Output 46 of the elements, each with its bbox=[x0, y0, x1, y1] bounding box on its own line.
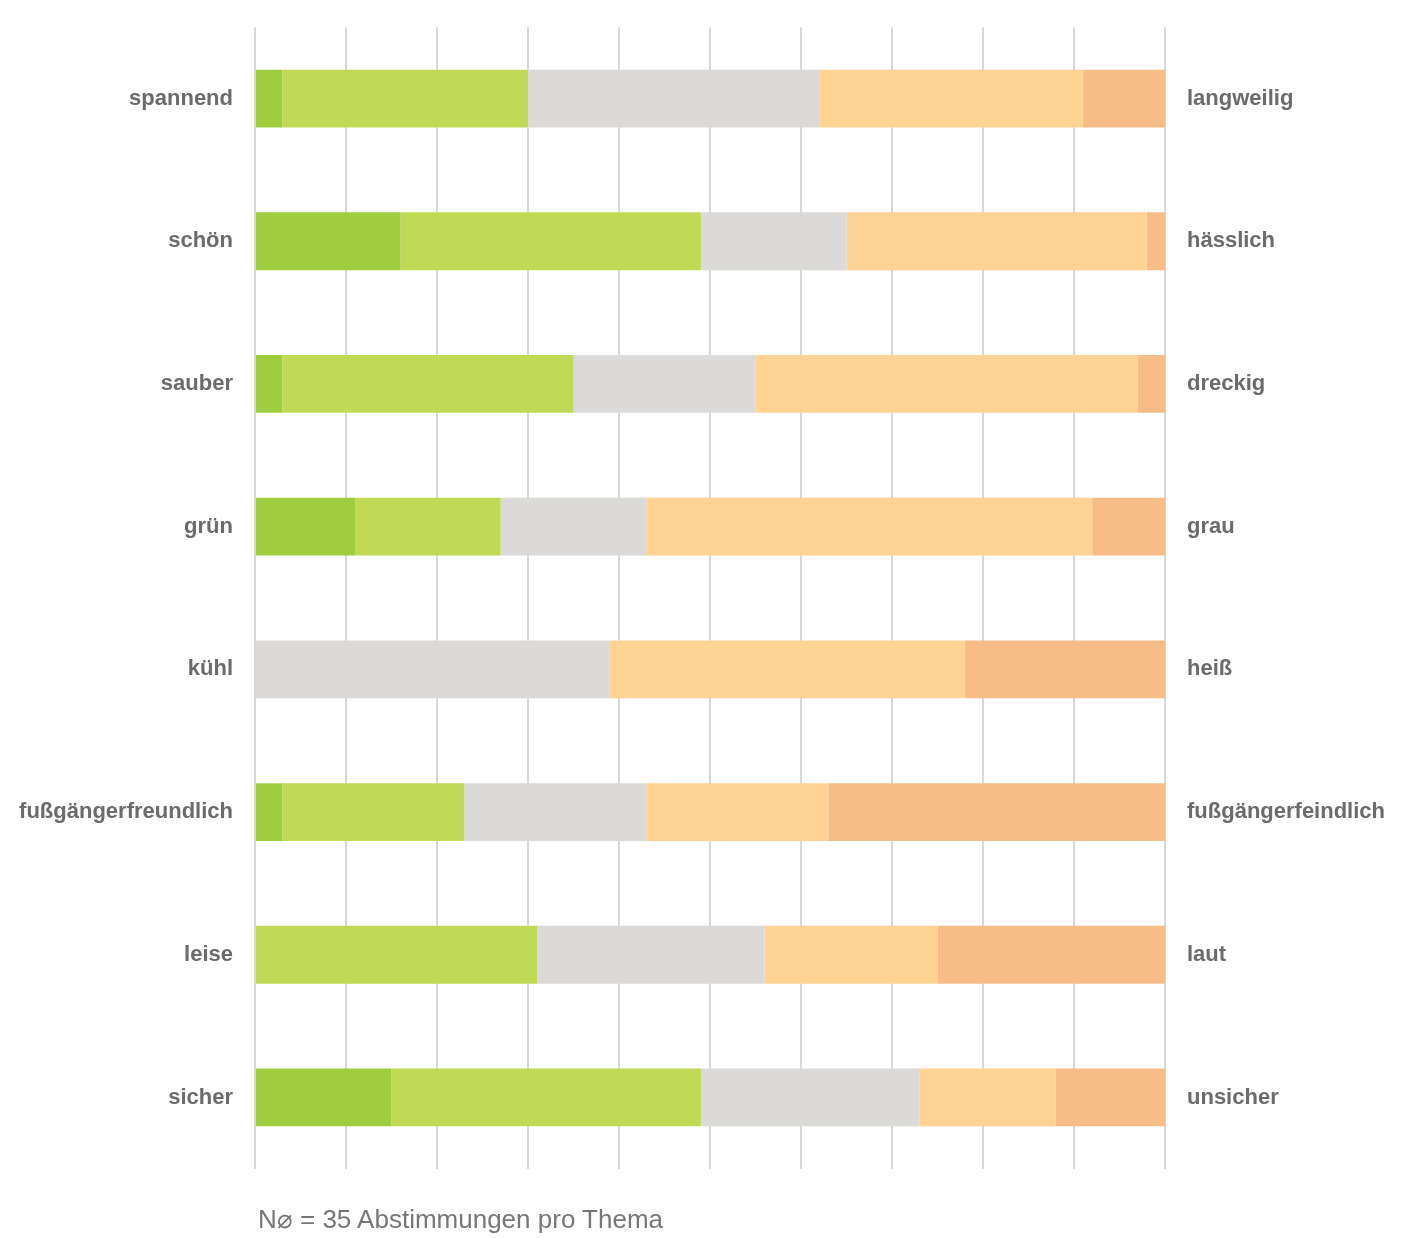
bar bbox=[1137, 355, 1165, 413]
bar bbox=[819, 69, 1084, 128]
bar bbox=[282, 355, 574, 413]
y2-tick-label: laut bbox=[1187, 940, 1227, 966]
bar bbox=[1146, 212, 1165, 271]
y-tick-label: sauber bbox=[160, 370, 234, 396]
y2-tick-label: fußgängerfeindlich bbox=[1187, 798, 1385, 824]
y2-tick-label: unsicher bbox=[1187, 1083, 1280, 1109]
y2-tick-label: grau bbox=[1187, 512, 1235, 538]
bar bbox=[256, 355, 283, 413]
bar bbox=[391, 1068, 701, 1127]
bar bbox=[400, 212, 701, 271]
bar bbox=[1092, 497, 1165, 556]
bar bbox=[256, 1068, 392, 1127]
y-tick-label: fußgängerfreundlich bbox=[19, 798, 233, 824]
bar bbox=[256, 925, 538, 984]
bar bbox=[646, 497, 1093, 556]
y2-tick-label: hässlich bbox=[1187, 227, 1276, 253]
bar bbox=[1083, 69, 1165, 128]
bar bbox=[256, 69, 283, 128]
y-tick-label: grün bbox=[184, 512, 233, 538]
bar bbox=[1055, 1068, 1165, 1127]
bar bbox=[256, 783, 283, 841]
bar bbox=[828, 783, 1165, 841]
y-tick-label: schön bbox=[168, 227, 233, 253]
bar bbox=[755, 355, 1138, 413]
text: N⌀ = 35 Abstimmungen pro Thema bbox=[258, 1204, 664, 1235]
y2-tick-label: dreckig bbox=[1187, 370, 1266, 396]
bar bbox=[646, 783, 829, 841]
y-tick-label: sicher bbox=[168, 1083, 234, 1109]
bar bbox=[609, 640, 965, 699]
y-tick-label: spannend bbox=[129, 84, 233, 110]
bar bbox=[355, 497, 501, 556]
bar bbox=[282, 783, 465, 841]
bar bbox=[919, 1068, 1056, 1127]
y-tick-label: leise bbox=[184, 940, 233, 966]
y-tick-label: kühl bbox=[187, 655, 233, 681]
y2-tick-label: heiß bbox=[1187, 655, 1233, 681]
y2-tick-label: langweilig bbox=[1187, 84, 1294, 110]
bar bbox=[282, 69, 528, 128]
bar bbox=[964, 640, 1165, 699]
bar bbox=[764, 925, 938, 984]
bar bbox=[256, 212, 401, 271]
bar bbox=[256, 497, 356, 556]
bar bbox=[937, 925, 1165, 984]
bar bbox=[846, 212, 1147, 271]
